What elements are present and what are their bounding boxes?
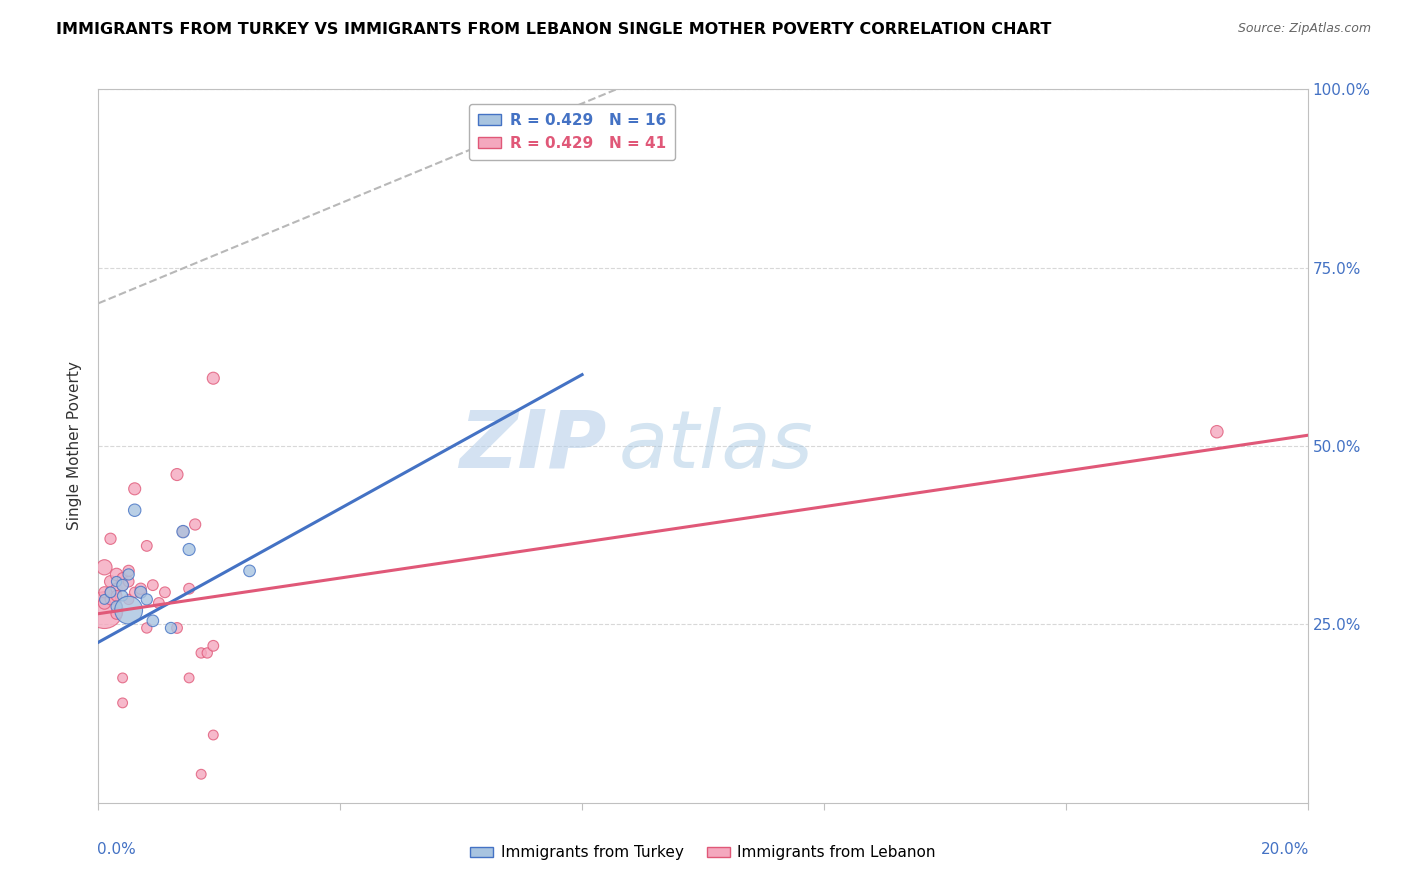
- Point: [105, 607, 128, 621]
- Point: [135, 592, 157, 607]
- Point: [166, 621, 188, 635]
- Point: [100, 574, 122, 589]
- Point: [172, 524, 194, 539]
- Point: [124, 482, 146, 496]
- Point: [166, 467, 188, 482]
- Point: [142, 614, 165, 628]
- Point: [239, 564, 262, 578]
- Point: [135, 621, 157, 635]
- Text: Source: ZipAtlas.com: Source: ZipAtlas.com: [1237, 22, 1371, 36]
- Point: [105, 582, 128, 596]
- Point: [184, 517, 207, 532]
- Point: [100, 532, 122, 546]
- Point: [105, 574, 128, 589]
- Point: [118, 603, 141, 617]
- Point: [100, 585, 122, 599]
- Point: [118, 564, 141, 578]
- Point: [195, 646, 218, 660]
- Point: [135, 539, 157, 553]
- Point: [111, 578, 134, 592]
- Legend: Immigrants from Turkey, Immigrants from Lebanon: Immigrants from Turkey, Immigrants from …: [464, 839, 942, 866]
- Point: [172, 524, 194, 539]
- Point: [129, 585, 152, 599]
- Point: [93, 596, 115, 610]
- Point: [100, 585, 122, 599]
- Point: [118, 574, 141, 589]
- Point: [148, 596, 170, 610]
- Point: [179, 671, 201, 685]
- Point: [160, 621, 183, 635]
- Point: [190, 646, 212, 660]
- Point: [100, 592, 122, 607]
- Y-axis label: Single Mother Poverty: Single Mother Poverty: [67, 361, 83, 531]
- Point: [129, 582, 152, 596]
- Point: [202, 639, 225, 653]
- Text: IMMIGRANTS FROM TURKEY VS IMMIGRANTS FROM LEBANON SINGLE MOTHER POVERTY CORRELAT: IMMIGRANTS FROM TURKEY VS IMMIGRANTS FRO…: [56, 22, 1052, 37]
- Point: [202, 728, 225, 742]
- Point: [111, 571, 134, 585]
- Point: [124, 585, 146, 599]
- Point: [111, 589, 134, 603]
- Point: [93, 585, 115, 599]
- Point: [105, 599, 128, 614]
- Point: [124, 503, 146, 517]
- Point: [202, 371, 225, 385]
- Point: [93, 592, 115, 607]
- Point: [190, 767, 212, 781]
- Point: [111, 578, 134, 592]
- Text: 20.0%: 20.0%: [1260, 842, 1309, 857]
- Point: [93, 560, 115, 574]
- Text: atlas: atlas: [619, 407, 813, 485]
- Point: [105, 589, 128, 603]
- Point: [153, 585, 176, 599]
- Point: [111, 671, 134, 685]
- Point: [105, 567, 128, 582]
- Point: [142, 578, 165, 592]
- Point: [179, 542, 201, 557]
- Point: [111, 696, 134, 710]
- Point: [93, 603, 115, 617]
- Point: [1206, 425, 1229, 439]
- Text: ZIP: ZIP: [458, 407, 606, 485]
- Point: [179, 582, 201, 596]
- Point: [118, 592, 141, 607]
- Text: 0.0%: 0.0%: [97, 842, 136, 857]
- Point: [129, 585, 152, 599]
- Point: [118, 567, 141, 582]
